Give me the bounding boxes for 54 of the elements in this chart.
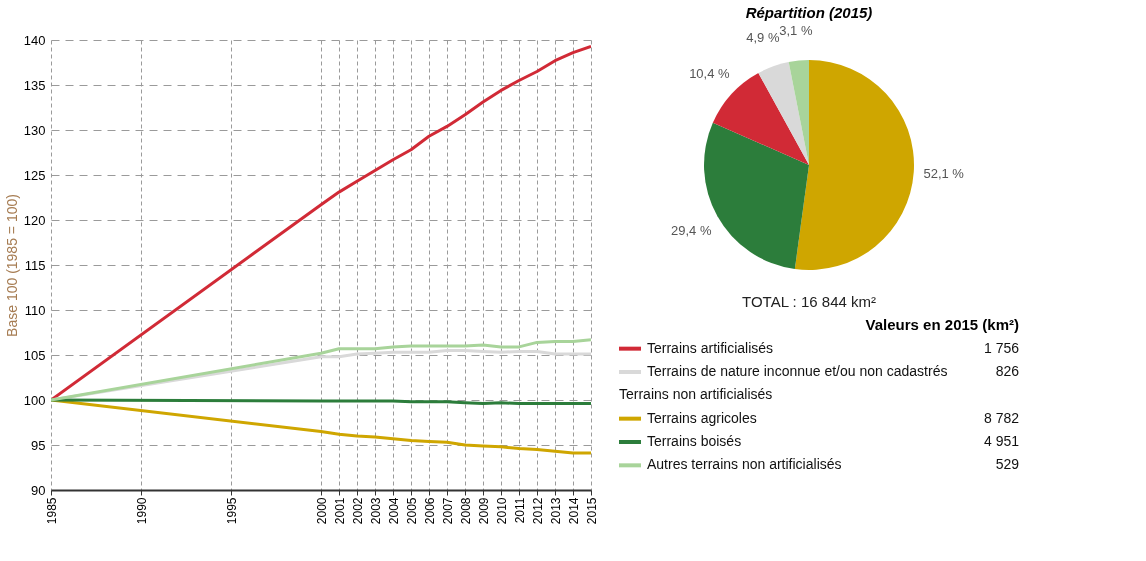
- data-label: 3,1 %: [779, 22, 813, 38]
- data-label: 1 756: [983, 339, 1020, 356]
- x-tick-label: 2012: [530, 497, 545, 525]
- category-label: Terrains agricoles: [647, 409, 757, 426]
- data-label: 10,4 %: [689, 65, 731, 81]
- x-tick-label: 2009: [476, 497, 491, 525]
- text: Terrains non artificialisés: [619, 386, 773, 403]
- x-tick-label: 2005: [404, 497, 419, 525]
- data-label: 8 782: [983, 409, 1020, 426]
- x-tick-label: 2004: [386, 497, 401, 525]
- x-tick-label: 1995: [224, 497, 239, 525]
- y-tick-label: 100: [23, 392, 46, 408]
- pie-slice: [758, 61, 809, 165]
- x-tick-label: 2013: [548, 497, 563, 525]
- y-tick-label: 115: [24, 257, 46, 273]
- y-tick-label: 90: [31, 482, 46, 498]
- pie-slice: [788, 60, 809, 165]
- chart-title: Répartition (2015): [745, 3, 873, 21]
- y-tick-label: 130: [23, 122, 46, 138]
- x-tick-label: 2006: [422, 497, 437, 525]
- x-tick-label: 1990: [134, 497, 149, 525]
- x-tick-label: 2008: [458, 497, 473, 525]
- x-tick-label: 2010: [494, 497, 509, 525]
- y-tick-label: 125: [23, 167, 46, 183]
- y-axis-title: Base 100 (1985 = 100): [3, 194, 20, 337]
- category-label: Autres terrains non artificialisés: [647, 456, 842, 473]
- y-tick-label: 110: [24, 302, 46, 318]
- y-tick-label: 105: [23, 347, 46, 363]
- data-label: 4,9 %: [746, 30, 780, 46]
- category-label: Terrains boisés: [647, 433, 742, 449]
- data-label: 52,1 %: [923, 166, 965, 182]
- x-tick-label: 2003: [368, 497, 383, 525]
- data-label: 4 951: [983, 433, 1020, 449]
- line-series: [51, 338, 591, 402]
- category-label: Terrains artificialisés: [647, 339, 774, 356]
- x-tick-label: 1985: [44, 497, 59, 525]
- y-tick-label: 135: [23, 77, 46, 93]
- x-tick-label: 2001: [332, 497, 347, 525]
- x-tick-label: 2000: [314, 497, 329, 525]
- data-label: 826: [995, 363, 1020, 379]
- category-label: Terrains de nature inconnue et/ou non cadastrés: [647, 363, 948, 379]
- text: Valeurs en 2015 (km²): [865, 316, 1019, 333]
- y-tick-label: 95: [31, 437, 46, 453]
- x-tick-label: 2002: [350, 497, 365, 525]
- data-label: 529: [995, 456, 1020, 473]
- pie-slice: [794, 60, 914, 270]
- y-tick-label: 120: [23, 212, 46, 228]
- y-tick-label: 140: [23, 32, 46, 48]
- data-label: 29,4 %: [671, 223, 712, 239]
- text: TOTAL : 16 844 km²: [742, 293, 876, 310]
- x-tick-label: 2015: [584, 497, 599, 525]
- x-tick-label: 2011: [512, 497, 527, 524]
- x-tick-label: 2014: [566, 497, 581, 525]
- x-tick-label: 2007: [440, 497, 455, 525]
